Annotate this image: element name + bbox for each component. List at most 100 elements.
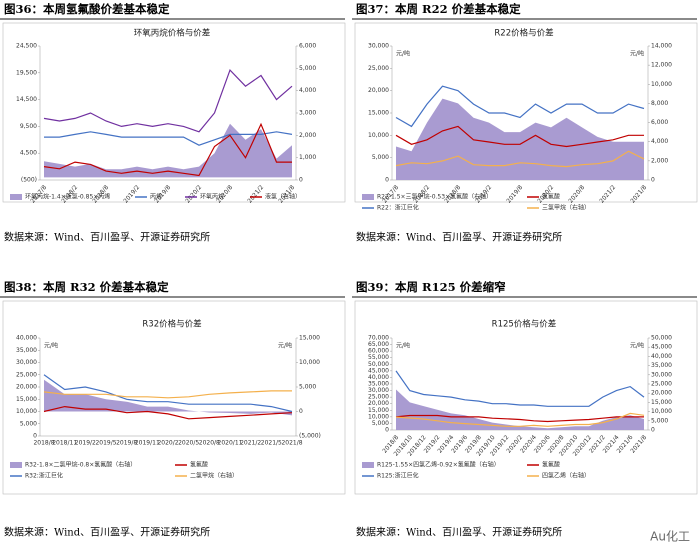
chart-panel: 图36：本周氢氟酸价差基本稳定环氧丙烷价格与价差数据来源：Wind、百川盈孚、开… xyxy=(0,2,346,244)
y-unit: 元/吨 xyxy=(396,342,410,350)
tick-label: 6,000 xyxy=(299,43,316,50)
tick-label: 70,000 xyxy=(368,335,389,342)
tick-label: 20,000 xyxy=(368,87,389,94)
tick-label: 45,000 xyxy=(368,367,389,374)
legend-label: 氢氟酸 xyxy=(542,461,560,469)
tick-label: 14,500 xyxy=(16,96,37,103)
chart-panel: 图38：本周 R32 价差基本稳定 R32价格与价差数据来源：Wind、百川盈孚、… xyxy=(0,280,346,539)
x-tick-label: 2021/2 xyxy=(246,184,265,205)
tick-label: 5,000 xyxy=(20,420,37,427)
area-series xyxy=(44,123,292,178)
tick-label: 55,000 xyxy=(368,354,389,361)
tick-label: 0 xyxy=(385,427,389,434)
tick-label: 65,000 xyxy=(368,341,389,348)
tick-label: 30,000 xyxy=(16,359,37,366)
line-series xyxy=(43,122,292,177)
line-series xyxy=(44,131,293,146)
x-tick-label: 2020/2 xyxy=(157,440,178,447)
chart-frame xyxy=(354,300,698,495)
tick-label: 3,000 xyxy=(299,110,316,117)
tick-label: 5,000 xyxy=(372,420,389,427)
tick-label: 40,000 xyxy=(16,335,37,342)
chart-panel: 图39：本周 R125 价差缩窄 R125价格与价差数据来源：Wind、百川盈孚、… xyxy=(352,280,698,539)
tick-label: 6,000 xyxy=(651,119,668,126)
legend-label: 液氯（右轴） xyxy=(265,193,301,201)
tick-label: 10,000 xyxy=(299,359,320,366)
panel-heading: 图36：本周氢氟酸价差基本稳定 xyxy=(4,2,170,16)
line-series xyxy=(43,405,293,420)
x-tick-label: 2020/8 xyxy=(199,440,220,447)
x-tick-label: 2018/8 xyxy=(33,440,54,447)
x-tick-label: 2019/11 xyxy=(135,440,160,447)
tick-label: 40,000 xyxy=(651,353,672,360)
legend-label: R22：浙江巨化 xyxy=(377,204,419,212)
x-tick-label: 2020/8 xyxy=(567,184,586,205)
x-tick-label: 2018/11 xyxy=(52,440,77,447)
y2-unit: 元/吨 xyxy=(278,342,292,350)
y-unit: 元/吨 xyxy=(44,342,58,350)
tick-label: 15,000 xyxy=(16,396,37,403)
watermark: Au化工 xyxy=(650,530,690,544)
tick-label: 25,000 xyxy=(16,371,37,378)
tick-label: 2,000 xyxy=(651,157,668,164)
tick-label: 50,000 xyxy=(368,361,389,368)
tick-label: 4,000 xyxy=(651,138,668,145)
tick-label: 15,000 xyxy=(651,399,672,406)
tick-label: 5,000 xyxy=(299,65,316,72)
tick-label: 8,000 xyxy=(651,100,668,107)
tick-label: 35,000 xyxy=(16,347,37,354)
panel-heading: 图39：本周 R125 价差缩窄 xyxy=(356,280,506,294)
legend-label: 二氯甲烷（右轴） xyxy=(190,472,238,480)
line-series xyxy=(395,412,645,427)
legend-swatch xyxy=(362,194,374,200)
y-unit: 元/吨 xyxy=(396,50,410,58)
tick-label: 10,000 xyxy=(651,81,672,88)
area-series xyxy=(396,98,644,180)
x-tick-label: 2019/2 xyxy=(75,440,96,447)
tick-label: 50,000 xyxy=(651,335,672,342)
tick-label: 0 xyxy=(385,177,389,184)
line-series xyxy=(43,68,293,133)
x-tick-label: 2021/2 xyxy=(598,184,617,205)
legend-swatch xyxy=(10,194,22,200)
chart-panel: 图37：本周 R22 价差基本稳定 R22价格与价差数据来源：Wind、百川盈孚、… xyxy=(352,2,698,244)
tick-label: 4,000 xyxy=(299,87,316,94)
tick-label: 35,000 xyxy=(368,381,389,388)
legend-label: R32-1.8×二氯甲烷-0.8×氢氟酸（右轴） xyxy=(25,461,136,469)
tick-label: 25,000 xyxy=(651,381,672,388)
chart-title: 环氧丙烷价格与价差 xyxy=(134,28,211,39)
x-tick-label: 2021/8 xyxy=(281,440,302,447)
legend-label: R125-1.55×四氯乙烯-0.92×氢氟酸（右轴） xyxy=(377,461,500,469)
panel-heading: 图38：本周 R32 价差基本稳定 xyxy=(4,280,169,294)
tick-label: 9,500 xyxy=(20,123,37,130)
chart-title: R125价格与价差 xyxy=(492,319,557,330)
legend-swatch xyxy=(362,462,374,468)
chart-title: R22价格与价差 xyxy=(494,28,553,39)
chart-frame xyxy=(354,22,698,203)
y2-unit: 元/吨 xyxy=(630,50,644,58)
tick-label: 30,000 xyxy=(651,371,672,378)
tick-label: 25,000 xyxy=(368,65,389,72)
x-tick-label: 2020/11 xyxy=(218,440,243,447)
tick-label: 0 xyxy=(651,427,655,434)
tick-label: 10,000 xyxy=(368,413,389,420)
legend-label: R125:浙江巨化 xyxy=(377,472,419,480)
tick-label: 14,000 xyxy=(651,43,672,50)
x-tick-label: 2019/8 xyxy=(505,184,524,205)
x-tick-label: 2021/8 xyxy=(629,184,648,205)
legend-label: 四氯乙烯（右轴） xyxy=(542,472,590,480)
tick-label: 20,000 xyxy=(368,400,389,407)
tick-label: 60,000 xyxy=(368,348,389,355)
chart-title: R32价格与价差 xyxy=(142,319,201,330)
tick-label: 45,000 xyxy=(651,344,672,351)
tick-label: 15,000 xyxy=(368,110,389,117)
tick-label: 12,000 xyxy=(651,62,672,69)
tick-label: 15,000 xyxy=(368,407,389,414)
x-tick-label: 2019/2 xyxy=(122,184,141,205)
tick-label: 25,000 xyxy=(368,394,389,401)
legend-swatch xyxy=(10,462,22,468)
source-note: 数据来源：Wind、百川盈孚、开源证券研究所 xyxy=(356,231,562,244)
chart-frame xyxy=(2,22,346,203)
tick-label: 10,000 xyxy=(651,408,672,415)
